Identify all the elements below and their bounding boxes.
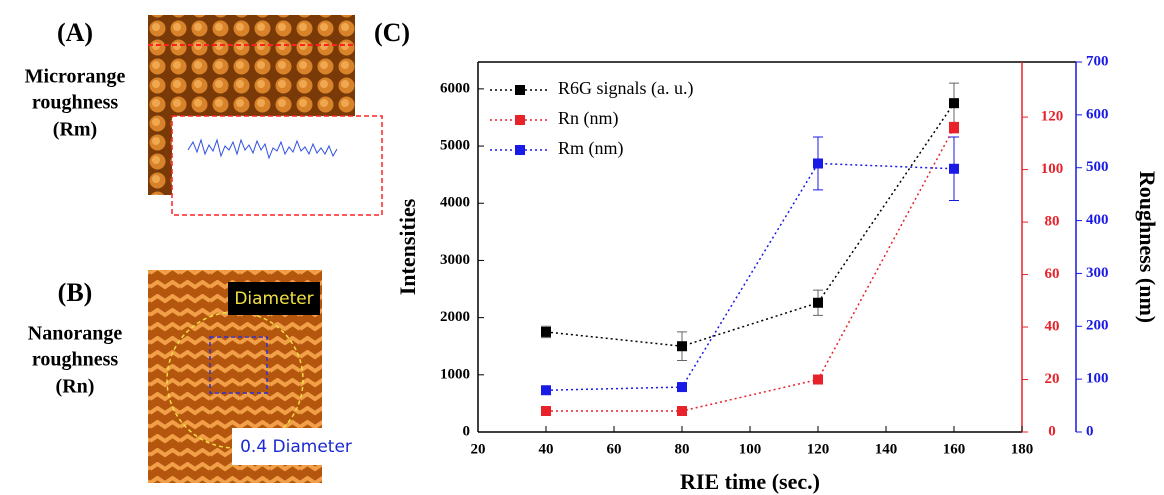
y-tick-label: 4000 — [440, 195, 470, 211]
marker — [949, 98, 959, 109]
marker — [541, 406, 551, 417]
y2-tick-label: 100 — [1041, 161, 1064, 177]
diameter-label: Diameter — [234, 289, 313, 309]
y3-tick-label: 500 — [1086, 159, 1109, 175]
y-tick-label: 0 — [463, 423, 471, 439]
x-tick-label: 120 — [807, 441, 830, 457]
legend-marker — [515, 145, 525, 155]
y3-tick-label: 300 — [1086, 265, 1109, 281]
y3-tick-label: 700 — [1086, 53, 1109, 69]
caption: (Rm) — [53, 119, 97, 141]
y2-tick-label: 80 — [1045, 214, 1060, 230]
profile-inset — [171, 115, 383, 216]
y2-tick-label: 40 — [1045, 318, 1060, 334]
y2-tick-label: 120 — [1041, 109, 1064, 125]
y-tick-label: 5000 — [440, 138, 470, 154]
label-box — [228, 282, 320, 315]
marker — [541, 326, 551, 337]
caption: (Rn) — [56, 376, 95, 398]
marker — [677, 406, 687, 417]
caption: Microrange — [25, 66, 126, 88]
y-tick-label: 1000 — [440, 366, 470, 382]
marker — [813, 158, 823, 169]
legend-label: Rn (nm) — [558, 108, 619, 129]
x-tick-label: 140 — [875, 441, 898, 457]
y3-tick-label: 600 — [1086, 106, 1109, 122]
caption: roughness — [32, 92, 119, 114]
x-tick-label: 20 — [471, 441, 486, 457]
x-tick-label: 100 — [739, 441, 762, 457]
legend-marker — [515, 115, 525, 125]
inner-label: 0.4 Diameter — [240, 437, 352, 457]
x-tick-label: 160 — [943, 441, 966, 457]
y-axis-title: Intensities — [395, 198, 420, 295]
series-line — [546, 127, 955, 412]
y2-tick-label: 0 — [1048, 423, 1056, 439]
marker — [949, 122, 959, 133]
y2-tick-label: 60 — [1045, 266, 1060, 282]
x-tick-label: 80 — [675, 441, 690, 457]
caption: Nanorange — [28, 323, 123, 345]
series-line — [545, 102, 955, 347]
label-box — [232, 428, 360, 465]
y3-axis-title: Roughness (nm) — [1135, 171, 1160, 323]
y-tick-label: 2000 — [440, 309, 470, 325]
x-tick-label: 60 — [607, 441, 622, 457]
marker — [813, 297, 823, 308]
y-tick-label: 6000 — [440, 80, 470, 96]
y3-tick-label: 0 — [1086, 423, 1094, 439]
marker — [813, 374, 823, 385]
legend-marker — [515, 85, 525, 95]
y2-tick-label: 20 — [1045, 371, 1060, 387]
marker — [949, 163, 959, 174]
legend-label: Rm (nm) — [558, 138, 624, 159]
panel-label: (C) — [374, 18, 410, 47]
marker — [541, 385, 551, 396]
y3-tick-label: 100 — [1086, 371, 1109, 387]
y3-tick-label: 200 — [1086, 318, 1109, 334]
chart: 20 40 60 80 100 120 140 160 18001000200030004000… — [395, 53, 1160, 494]
marker — [677, 341, 687, 352]
legend-label: R6G signals (a. u.) — [558, 78, 693, 99]
x-tick-label: 40 — [539, 441, 554, 457]
x-tick-label: 180 — [1011, 441, 1034, 457]
inner-square — [209, 336, 268, 394]
series-line — [545, 162, 955, 391]
x-axis-title: RIE time (sec.) — [680, 469, 820, 494]
y-tick-label: 3000 — [440, 252, 470, 268]
y3-tick-label: 400 — [1086, 212, 1109, 228]
profile-trace — [187, 138, 338, 160]
panel-label: (A) — [57, 18, 93, 47]
panel-label: (B) — [58, 278, 93, 307]
caption: roughness — [32, 349, 119, 371]
marker — [677, 382, 687, 393]
